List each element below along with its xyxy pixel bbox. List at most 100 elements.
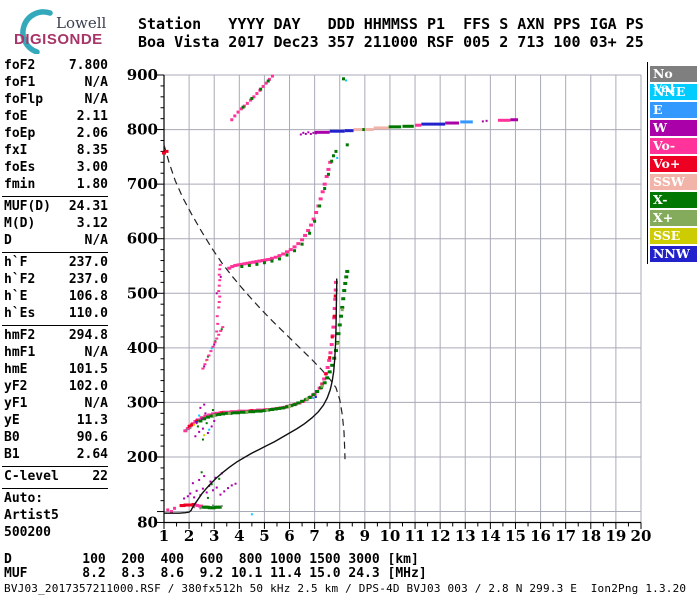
param-value: 7.800	[68, 58, 108, 73]
echo-trace-e-spread-green	[200, 471, 221, 499]
x-axis-label: 5	[259, 527, 269, 545]
param-value: 3.00	[76, 160, 108, 175]
param-label: fmin	[4, 177, 36, 192]
param-row-C-level: C-level 22	[2, 469, 108, 486]
distance-row: D 100 200 400 600 800 1000 1500 3000 [km…	[4, 552, 419, 567]
param-row-h`Es: h`Es 110.0	[2, 306, 108, 323]
param-label: foEs	[4, 160, 36, 175]
legend-item-x-: X-	[650, 192, 697, 208]
echo-trace-e-trace-green	[201, 505, 222, 510]
param-value: 2.06	[76, 126, 108, 141]
legend-separator	[647, 62, 648, 264]
param-value: 3.12	[76, 216, 108, 231]
echo-trace-hop2-pink	[227, 160, 333, 270]
legend-item-nnw: NNW	[650, 246, 697, 262]
y-axis-label: 600	[127, 230, 158, 248]
status-line: BVJ03_2017357211000.RSF / 380fx512h 50 k…	[4, 582, 687, 595]
param-value: 2.64	[76, 447, 108, 462]
header-line-2: Boa Vista 2017 Dec23 357 211000 RSF 005 …	[138, 33, 644, 51]
legend-item-vo-: Vo-	[650, 138, 697, 154]
param-row-h`E: h`E 106.8	[2, 289, 108, 306]
param-separator	[2, 196, 108, 197]
param-value: N/A	[84, 92, 108, 107]
y-axis-label: 900	[127, 66, 158, 84]
autoscaling-text: Artist5	[4, 508, 59, 523]
x-axis-label: 3	[209, 527, 219, 545]
param-label: M(D)	[4, 216, 36, 231]
param-value: 2.11	[76, 109, 108, 124]
y-axis-label: 700	[127, 175, 158, 193]
lowell-digisonde-logo: Lowell DIGISONDE	[6, 4, 126, 55]
x-axis-label: 15	[505, 527, 526, 545]
param-value: 90.6	[76, 430, 108, 445]
y-axis-label: 800	[127, 121, 158, 139]
param-label: B0	[4, 430, 20, 445]
echo-trace-plateau-left-green	[196, 328, 223, 441]
x-axis-label: 7	[309, 527, 319, 545]
scaled-parameters-panel: foF2 7.800 foF1 N/A foFlp N/A foE 2.11 foEp 2.06 f…	[2, 58, 108, 542]
echo-trace-high-streak-pink	[230, 74, 274, 122]
param-label: C-level	[4, 469, 59, 484]
echo-trace-e-trace-gray	[185, 427, 223, 510]
x-axis-label: 2	[184, 527, 194, 545]
legend-item-e: E	[650, 102, 697, 118]
echo-trace-e-spread-magenta	[183, 472, 237, 500]
param-value: 106.8	[68, 289, 108, 304]
param-separator	[2, 466, 108, 467]
autoscaling-info: Auto:	[2, 491, 108, 508]
logo-text-digisonde: DIGISONDE	[14, 31, 103, 48]
x-axis-label: 17	[555, 527, 576, 545]
x-axis-label: 8	[335, 527, 345, 545]
legend-item-w: W	[650, 120, 697, 136]
echo-trace-stray-cyan	[198, 79, 348, 516]
param-row-foF2: foF2 7.800	[2, 58, 108, 75]
echo-trace-e-trace-pink	[166, 503, 204, 514]
param-separator	[2, 488, 108, 489]
echo-trace-axis-mark-red	[162, 149, 169, 155]
profile-curve	[164, 278, 338, 514]
x-axis-label: 4	[234, 527, 244, 545]
param-label: foF1	[4, 75, 36, 90]
echo-trace-stray-yellow	[193, 359, 208, 437]
x-axis-label: 13	[455, 527, 476, 545]
param-row-foFlp: foFlp N/A	[2, 92, 108, 109]
param-label: MUF(D)	[4, 199, 51, 214]
param-row-h`F2: h`F2 237.0	[2, 272, 108, 289]
y-axis-label: 400	[127, 339, 158, 357]
param-value: N/A	[84, 345, 108, 360]
param-row-foEp: foEp 2.06	[2, 126, 108, 143]
x-axis-label: 14	[480, 527, 501, 545]
legend-item-nne: NNE	[650, 84, 697, 100]
param-row-B0: B0 90.6	[2, 430, 108, 447]
echo-trace-vert-streak-pink	[215, 263, 222, 333]
autoscaling-text: 500200	[4, 525, 51, 540]
param-label: B1	[4, 447, 20, 462]
x-axis-label: 10	[380, 527, 401, 545]
param-value: 110.0	[68, 306, 108, 321]
param-row-fxI: fxI 8.35	[2, 143, 108, 160]
echo-trace-diag-streak-pink	[201, 326, 225, 370]
param-value: 11.3	[76, 413, 108, 428]
param-row-yE: yE 11.3	[2, 413, 108, 430]
y-axis-label: 500	[127, 284, 158, 302]
param-value: N/A	[84, 233, 108, 248]
param-label: yF2	[4, 379, 28, 394]
param-row-hmF1: hmF1 N/A	[2, 345, 108, 362]
logo-arc-icon	[20, 9, 53, 55]
param-row-foE: foE 2.11	[2, 109, 108, 126]
param-label: D	[4, 233, 12, 248]
legend-item-x+: X+	[650, 210, 697, 226]
param-row-MUF(D): MUF(D) 24.31	[2, 199, 108, 216]
x-axis-label: 12	[430, 527, 451, 545]
y-axis-label: 300	[127, 393, 158, 411]
param-row-hmF2: hmF2 294.8	[2, 328, 108, 345]
x-axis-label: 6	[284, 527, 294, 545]
autoscaling-text: Auto:	[4, 491, 44, 506]
param-label: h`Es	[4, 306, 36, 321]
param-label: hmF2	[4, 328, 36, 343]
x-axis-label: 1	[159, 527, 169, 545]
param-label: yF1	[4, 396, 28, 411]
param-value: N/A	[84, 396, 108, 411]
y-axis-label: 80	[137, 513, 158, 531]
